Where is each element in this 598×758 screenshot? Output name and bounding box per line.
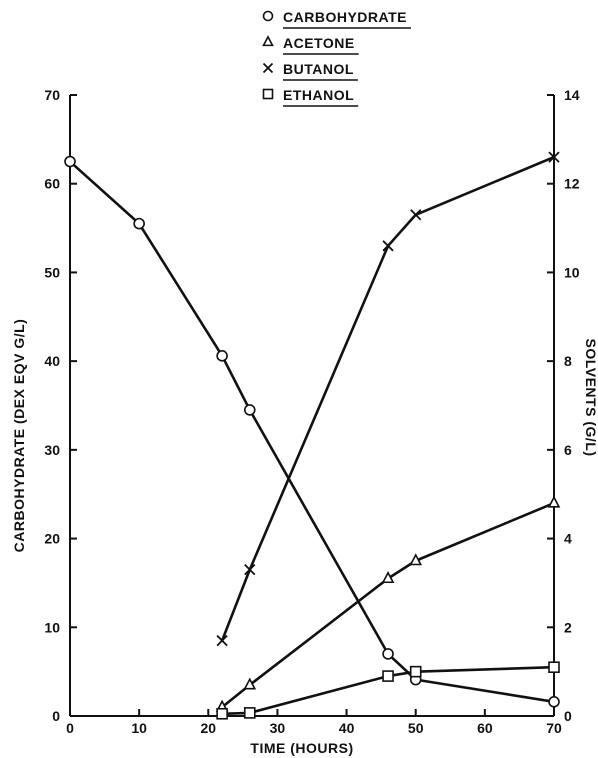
- legend-label: CARBOHYDRATE: [283, 9, 407, 25]
- left-y-axis-label: CARBOHYDRATE (DEX EQV G/L): [11, 319, 27, 553]
- x-tick-label: 60: [477, 720, 493, 736]
- x-tick-label: 30: [270, 720, 286, 736]
- x-tick-label: 50: [408, 720, 424, 736]
- right-y-tick-label: 8: [564, 353, 572, 369]
- series-carbohydrate: [64, 155, 560, 708]
- data-point-carbohydrate: [133, 217, 145, 230]
- data-point-acetone: [243, 677, 257, 690]
- data-point-ethanol: [409, 665, 422, 678]
- left-y-tick-label: 40: [44, 353, 60, 369]
- right-y-tick-label: 10: [564, 264, 580, 280]
- x-tick-label: 0: [66, 720, 74, 736]
- legend-label: ETHANOL: [283, 87, 354, 103]
- data-point-carbohydrate: [64, 155, 76, 168]
- x-tick-label: 40: [339, 720, 355, 736]
- x-tick-label: 10: [131, 720, 147, 736]
- data-point-ethanol: [243, 707, 256, 719]
- right-y-tick-label: 12: [564, 176, 580, 192]
- left-y-tick-label: 0: [52, 708, 60, 724]
- legend-label: BUTANOL: [283, 61, 354, 77]
- legend-marker-square: [262, 88, 274, 100]
- left-y-tick-label: 30: [44, 442, 60, 458]
- series-group: [64, 151, 561, 720]
- data-point-ethanol: [382, 670, 394, 682]
- series-line-butanol: [220, 155, 555, 642]
- right-y-tick-label: 2: [564, 619, 572, 635]
- data-point-acetone: [547, 495, 561, 508]
- data-point-butanol: [244, 563, 256, 576]
- data-point-butanol: [216, 634, 228, 647]
- left-y-tick-label: 60: [44, 176, 60, 192]
- legend-label: ACETONE: [283, 35, 355, 51]
- legend-item-carbohydrate: CARBOHYDRATE: [262, 9, 411, 29]
- legend-item-ethanol: ETHANOL: [262, 87, 359, 107]
- right-y-tick-label: 4: [564, 531, 572, 547]
- legend-item-butanol: BUTANOL: [262, 61, 358, 81]
- axes: [69, 95, 555, 717]
- legend-marker-triangle: [262, 35, 274, 47]
- left-y-tick-label: 10: [44, 619, 60, 635]
- data-point-acetone: [409, 553, 423, 566]
- left-y-tick-label: 70: [44, 87, 60, 103]
- data-point-carbohydrate: [243, 404, 256, 416]
- series-butanol: [216, 151, 560, 647]
- series-line-carbohydrate: [69, 160, 555, 704]
- legend: CARBOHYDRATE ACETONE BUTANOL ETHANOL: [262, 9, 411, 107]
- data-point-butanol: [410, 209, 422, 221]
- data-point-ethanol: [216, 707, 228, 720]
- right-y-tick-label: 14: [564, 87, 580, 103]
- data-point-butanol: [382, 240, 394, 252]
- left-y-tick-label: 20: [44, 531, 60, 547]
- data-point-butanol: [548, 151, 560, 163]
- legend-marker-circle: [262, 10, 274, 22]
- legend-marker-x: [262, 62, 274, 74]
- series-ethanol: [216, 661, 560, 720]
- x-tick-label: 70: [546, 720, 562, 736]
- data-point-carbohydrate: [382, 648, 394, 660]
- right-y-tick-label: 0: [564, 708, 572, 724]
- data-point-ethanol: [548, 661, 560, 674]
- data-point-acetone: [381, 571, 395, 584]
- right-y-tick-label: 6: [564, 442, 572, 458]
- x-axis-label: TIME (HOURS): [250, 740, 353, 756]
- data-point-carbohydrate: [216, 350, 228, 362]
- right-y-axis-label: SOLVENTS (G/L): [583, 339, 598, 457]
- x-tick-label: 20: [200, 720, 216, 736]
- left-y-tick-label: 50: [44, 264, 60, 280]
- ticks: 0 10 20 30 40 50 60 700102030405060700246810121…: [44, 87, 579, 736]
- legend-item-acetone: ACETONE: [262, 35, 359, 55]
- data-point-carbohydrate: [548, 696, 560, 708]
